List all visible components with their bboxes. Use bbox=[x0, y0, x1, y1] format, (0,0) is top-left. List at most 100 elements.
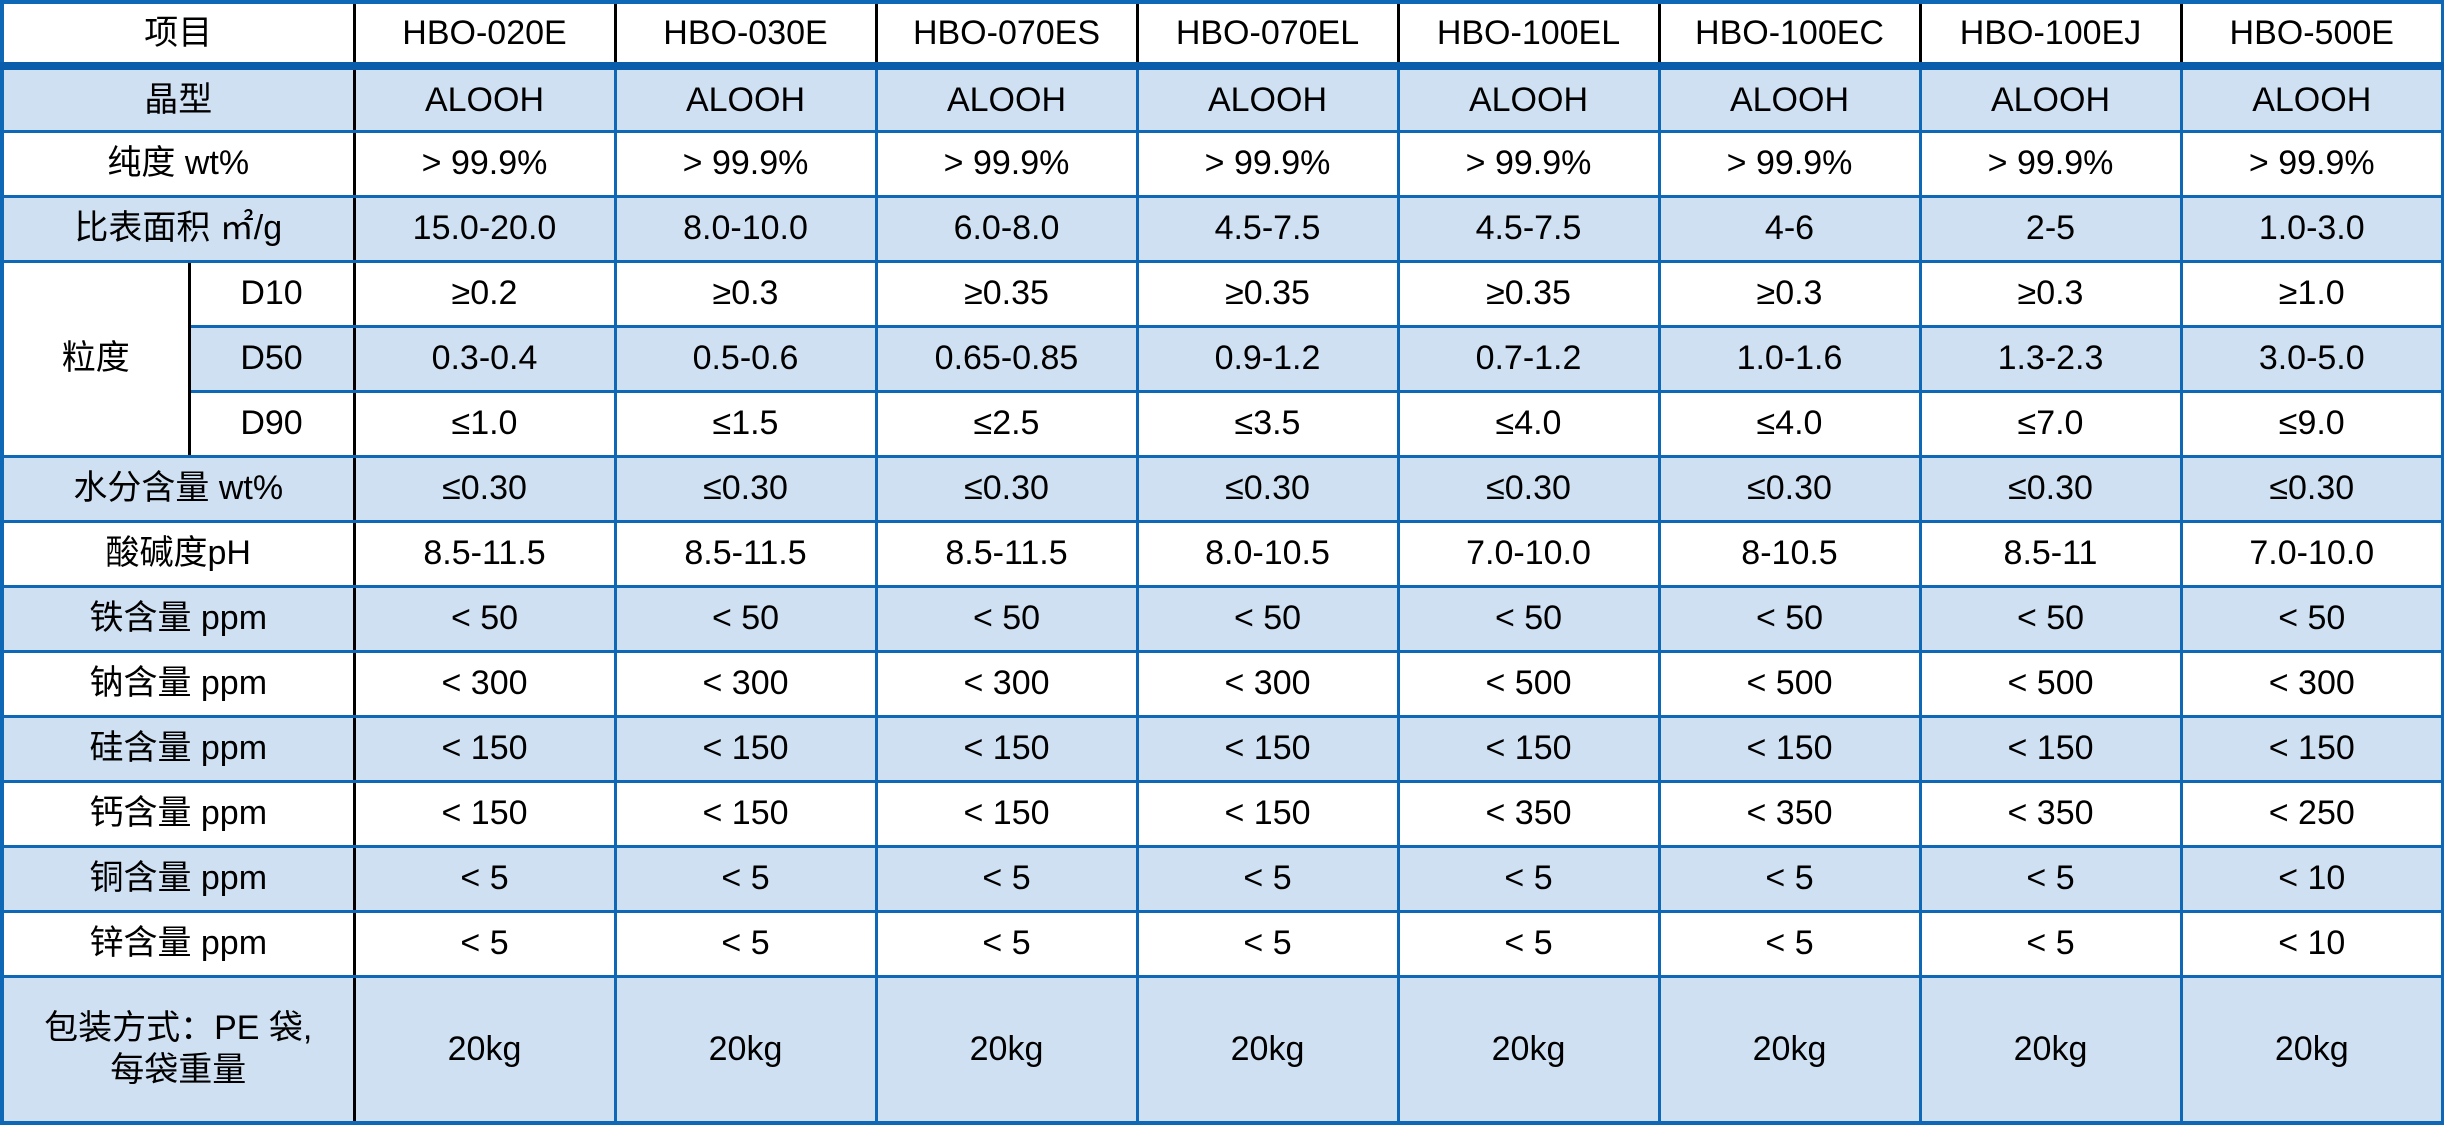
spec-cell: ALOOH bbox=[2179, 64, 2444, 133]
spec-cell: < 150 bbox=[613, 779, 878, 848]
spec-cell: ≤2.5 bbox=[874, 389, 1139, 458]
spec-cell: ≥0.35 bbox=[1135, 259, 1400, 328]
spec-cell: > 99.9% bbox=[1135, 129, 1400, 198]
spec-cell: ALOOH bbox=[1657, 64, 1922, 133]
spec-cell: < 50 bbox=[1135, 584, 1400, 653]
spec-cell: < 150 bbox=[1135, 779, 1400, 848]
spec-cell: < 5 bbox=[1396, 844, 1661, 913]
spec-cell: 0.65-0.85 bbox=[874, 324, 1139, 393]
sub-row-label: D90 bbox=[187, 389, 356, 458]
column-header: HBO-100EJ bbox=[1918, 0, 2183, 70]
spec-cell: 1.0-3.0 bbox=[2179, 194, 2444, 263]
spec-cell: < 50 bbox=[352, 584, 617, 653]
spec-cell: ≥0.3 bbox=[1918, 259, 2183, 328]
spec-cell: < 5 bbox=[352, 909, 617, 978]
spec-cell: ≤0.30 bbox=[613, 454, 878, 523]
spec-cell: ALOOH bbox=[613, 64, 878, 133]
spec-cell: < 5 bbox=[613, 909, 878, 978]
spec-cell: 8.5-11.5 bbox=[613, 519, 878, 588]
spec-cell: < 5 bbox=[1918, 844, 2183, 913]
spec-cell: 20kg bbox=[1135, 974, 1400, 1125]
table-row: 晶型 ALOOH ALOOH ALOOH ALOOH ALOOH ALOOH ALOOH ALO… bbox=[0, 64, 2444, 133]
spec-cell: < 150 bbox=[2179, 714, 2444, 783]
spec-cell: ALOOH bbox=[1135, 64, 1400, 133]
spec-cell: < 50 bbox=[1918, 584, 2183, 653]
spec-cell: < 300 bbox=[2179, 649, 2444, 718]
spec-cell: < 500 bbox=[1657, 649, 1922, 718]
spec-cell: ALOOH bbox=[352, 64, 617, 133]
spec-cell: 0.7-1.2 bbox=[1396, 324, 1661, 393]
row-label: 钠含量 ppm bbox=[0, 649, 356, 718]
spec-cell: ≤1.0 bbox=[352, 389, 617, 458]
spec-cell: ≤0.30 bbox=[352, 454, 617, 523]
spec-cell: ALOOH bbox=[874, 64, 1139, 133]
spec-cell: < 50 bbox=[1396, 584, 1661, 653]
spec-cell: 20kg bbox=[613, 974, 878, 1125]
sub-row-label: D10 bbox=[187, 259, 356, 328]
spec-cell: < 150 bbox=[1657, 714, 1922, 783]
row-label: 锌含量 ppm bbox=[0, 909, 356, 978]
spec-cell: 20kg bbox=[1396, 974, 1661, 1125]
spec-cell: < 50 bbox=[1657, 584, 1922, 653]
spec-cell: < 150 bbox=[1135, 714, 1400, 783]
spec-cell: 1.0-1.6 bbox=[1657, 324, 1922, 393]
spec-cell: < 5 bbox=[874, 909, 1139, 978]
column-header: HBO-070EL bbox=[1135, 0, 1400, 70]
spec-cell: < 250 bbox=[2179, 779, 2444, 848]
spec-cell: 20kg bbox=[2179, 974, 2444, 1125]
spec-cell: < 5 bbox=[1135, 844, 1400, 913]
spec-cell: < 5 bbox=[1396, 909, 1661, 978]
spec-cell: < 150 bbox=[1918, 714, 2183, 783]
table-row: 钠含量 ppm < 300 < 300 < 300 < 300 < 500 < 500 < 5… bbox=[0, 649, 2444, 718]
spec-cell: 2-5 bbox=[1918, 194, 2183, 263]
spec-cell: < 150 bbox=[613, 714, 878, 783]
spec-cell: < 350 bbox=[1918, 779, 2183, 848]
spec-cell: 8.5-11.5 bbox=[874, 519, 1139, 588]
spec-cell: 0.5-0.6 bbox=[613, 324, 878, 393]
table-row-particle-size: D50 0.3-0.4 0.5-0.6 0.65-0.85 0.9-1.2 0.7-1.2… bbox=[2, 324, 2444, 393]
spec-cell: < 5 bbox=[1657, 844, 1922, 913]
spec-cell: > 99.9% bbox=[352, 129, 617, 198]
table-row: 水分含量 wt% ≤0.30 ≤0.30 ≤0.30 ≤0.30 ≤0.30 ≤0.30 ≤0… bbox=[0, 454, 2444, 523]
spec-cell: 8.0-10.0 bbox=[613, 194, 878, 263]
spec-cell: < 300 bbox=[1135, 649, 1400, 718]
spec-cell: > 99.9% bbox=[874, 129, 1139, 198]
spec-cell: 0.9-1.2 bbox=[1135, 324, 1400, 393]
row-label: 比表面积 ㎡/g bbox=[0, 194, 356, 263]
spec-cell: < 300 bbox=[352, 649, 617, 718]
table-row-particle-size: D90 ≤1.0 ≤1.5 ≤2.5 ≤3.5 ≤4.0 ≤4.0 ≤7.0 ≤9.0 bbox=[2, 389, 2444, 458]
row-label: 水分含量 wt% bbox=[0, 454, 356, 523]
spec-cell: < 500 bbox=[1918, 649, 2183, 718]
table-row: 钙含量 ppm < 150 < 150 < 150 < 150 < 350 < 350 < 3… bbox=[0, 779, 2444, 848]
column-header: HBO-100EC bbox=[1657, 0, 1922, 70]
table-row: 铁含量 ppm < 50 < 50 < 50 < 50 < 50 < 50 < 50 < 50 bbox=[0, 584, 2444, 653]
spec-cell: 4.5-7.5 bbox=[1135, 194, 1400, 263]
spec-cell: ≥1.0 bbox=[2179, 259, 2444, 328]
spec-cell: ≤0.30 bbox=[1396, 454, 1661, 523]
row-label: 包装方式：PE 袋, 每袋重量 bbox=[0, 974, 356, 1125]
spec-cell: 8.5-11.5 bbox=[352, 519, 617, 588]
row-label: 纯度 wt% bbox=[0, 129, 356, 198]
sub-row-label: D50 bbox=[187, 324, 356, 393]
spec-cell: < 5 bbox=[874, 844, 1139, 913]
spec-cell: ALOOH bbox=[1918, 64, 2183, 133]
spec-cell: 20kg bbox=[1918, 974, 2183, 1125]
corner-header-items: 项目 bbox=[0, 0, 356, 70]
spec-cell: < 5 bbox=[352, 844, 617, 913]
table-row: 铜含量 ppm < 5 < 5 < 5 < 5 < 5 < 5 < 5 < 10 bbox=[0, 844, 2444, 913]
table-row: 酸碱度pH 8.5-11.5 8.5-11.5 8.5-11.5 8.0-10.5 7.0… bbox=[0, 519, 2444, 588]
row-label: 钙含量 ppm bbox=[0, 779, 356, 848]
spec-cell: > 99.9% bbox=[1396, 129, 1661, 198]
spec-cell: < 350 bbox=[1396, 779, 1661, 848]
spec-cell: ≥0.35 bbox=[1396, 259, 1661, 328]
row-label: 硅含量 ppm bbox=[0, 714, 356, 783]
spec-cell: < 300 bbox=[874, 649, 1139, 718]
row-label: 铜含量 ppm bbox=[0, 844, 356, 913]
spec-cell: < 10 bbox=[2179, 909, 2444, 978]
spec-cell: < 150 bbox=[874, 779, 1139, 848]
spec-cell: 8.5-11 bbox=[1918, 519, 2183, 588]
spec-cell: 4-6 bbox=[1657, 194, 1922, 263]
row-label: 铁含量 ppm bbox=[0, 584, 356, 653]
